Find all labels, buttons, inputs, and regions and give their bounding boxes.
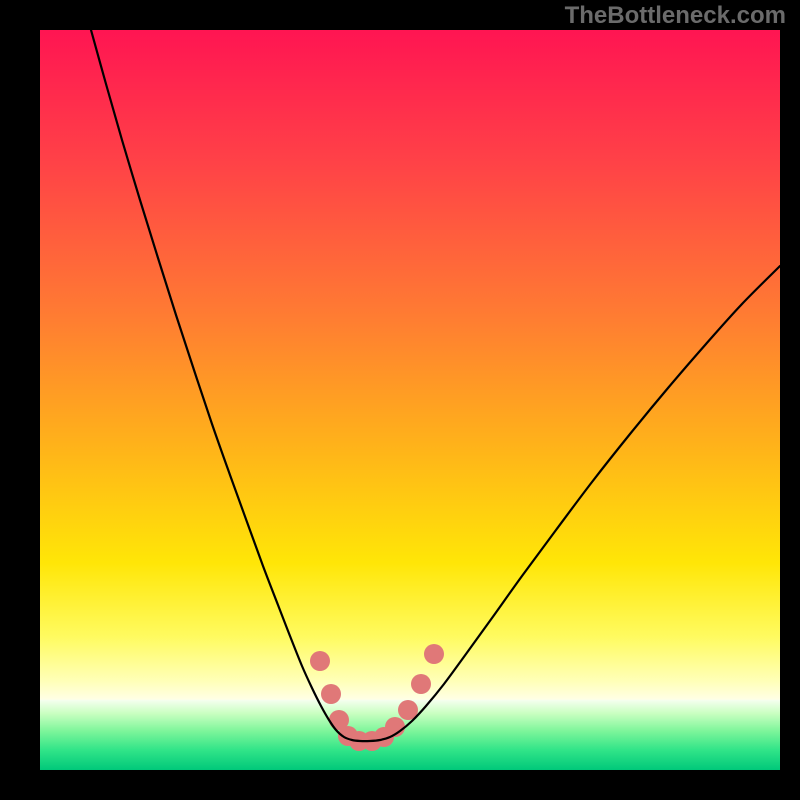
data-point — [321, 684, 341, 704]
data-point — [411, 674, 431, 694]
chart-stage: TheBottleneck.com — [0, 0, 800, 800]
watermark-text: TheBottleneck.com — [565, 2, 786, 30]
data-markers — [310, 644, 444, 751]
plot-area — [40, 30, 780, 770]
data-point — [424, 644, 444, 664]
data-point — [310, 651, 330, 671]
bottleneck-curve — [91, 30, 780, 741]
curve-layer — [40, 30, 780, 770]
